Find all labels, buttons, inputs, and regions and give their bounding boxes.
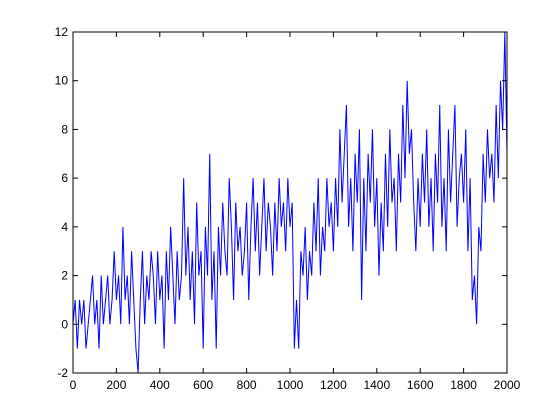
- x-tick-label: 400: [150, 378, 170, 392]
- x-tick-label: 600: [193, 378, 213, 392]
- x-tick-label: 800: [237, 378, 257, 392]
- y-tick-label: 10: [55, 74, 69, 88]
- y-tick-label: 4: [61, 220, 68, 234]
- x-tick-label: 1000: [277, 378, 304, 392]
- y-tick-label: 8: [61, 122, 68, 136]
- data-line: [72, 31, 508, 374]
- x-tick-label: 1400: [363, 378, 390, 392]
- y-tick-label: 6: [61, 171, 68, 185]
- x-tick-label: 0: [70, 378, 77, 392]
- x-tick-label: 2000: [494, 378, 521, 392]
- x-tick-label: 200: [106, 378, 126, 392]
- x-tick-label: 1200: [320, 378, 347, 392]
- y-tick-label: 0: [61, 317, 68, 331]
- y-tick-label: -2: [57, 366, 68, 380]
- y-tick-label: 2: [61, 269, 68, 283]
- x-tick-label: 1600: [407, 378, 434, 392]
- x-tick-label: 1800: [450, 378, 477, 392]
- y-tick-label: 12: [55, 25, 69, 39]
